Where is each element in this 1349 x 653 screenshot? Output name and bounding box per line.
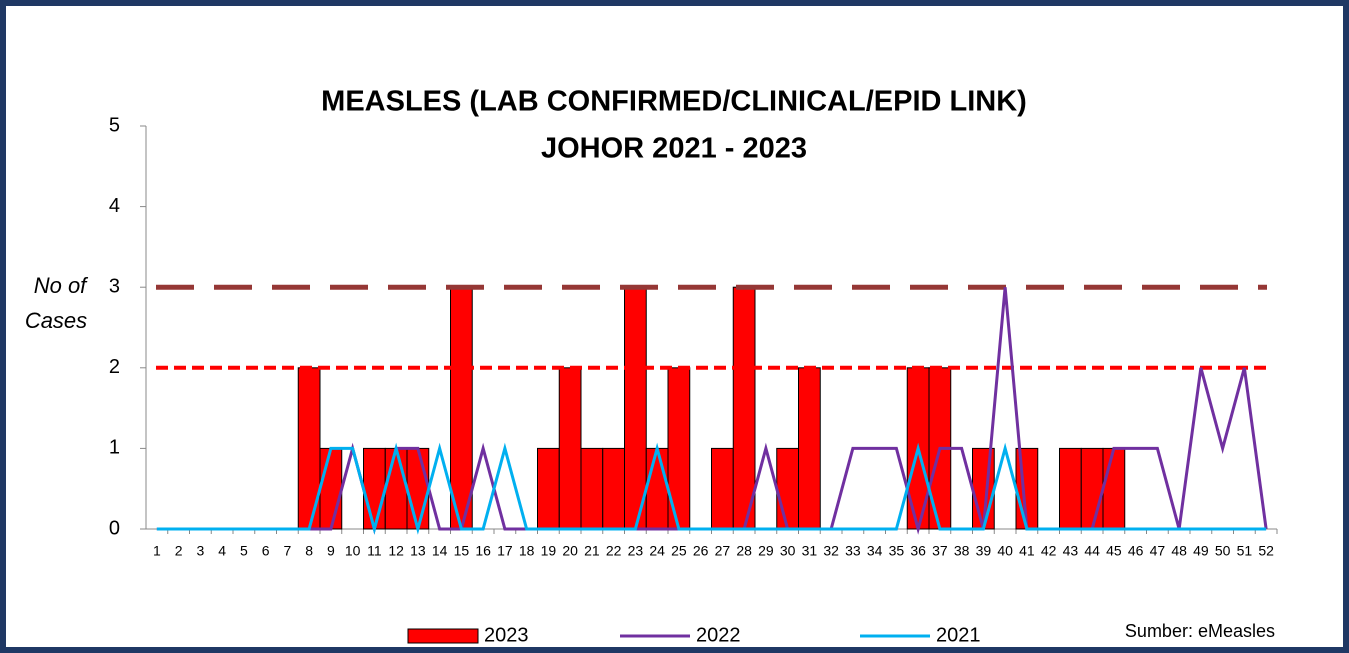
x-tick-label: 18 (519, 543, 535, 559)
x-tick-label: 50 (1215, 543, 1231, 559)
x-tick-label: 17 (497, 543, 513, 559)
bar (558, 367, 582, 530)
bar (1059, 447, 1082, 530)
x-tick-label: 40 (997, 543, 1013, 559)
y-tick-label: 4 (109, 195, 120, 217)
legend-label: 2021 (936, 624, 981, 646)
x-tick-label: 9 (327, 543, 335, 559)
x-tick-label: 10 (345, 543, 361, 559)
bar (384, 447, 408, 530)
x-tick-label: 34 (867, 543, 883, 559)
bar (319, 447, 343, 530)
x-tick-label: 27 (715, 543, 731, 559)
x-tick-label: 42 (1041, 543, 1057, 559)
x-tick-label: 15 (454, 543, 470, 559)
x-tick-label: 28 (736, 543, 752, 559)
bar (776, 447, 799, 530)
y-tick-label: 1 (109, 437, 120, 459)
bar (406, 447, 430, 530)
bar (363, 447, 386, 530)
bar (450, 286, 473, 530)
x-tick-label: 24 (649, 543, 665, 559)
x-tick-label: 14 (432, 543, 448, 559)
x-tick-label: 8 (305, 543, 313, 559)
bar (711, 447, 734, 530)
x-tick-label: 16 (475, 543, 491, 559)
x-tick-label: 29 (758, 543, 774, 559)
bar (624, 286, 647, 530)
bar (1102, 447, 1126, 530)
line-series (156, 442, 1267, 535)
x-tick-label: 13 (410, 543, 426, 559)
x-tick-label: 11 (367, 543, 382, 559)
chart-title: JOHOR 2021 - 2023 (541, 133, 807, 165)
bar (1080, 447, 1104, 530)
x-tick-label: 21 (584, 543, 600, 559)
x-tick-label: 49 (1193, 543, 1209, 559)
x-tick-label: 1 (153, 543, 161, 559)
x-tick-label: 2 (175, 543, 183, 559)
x-tick-label: 3 (196, 543, 204, 559)
legend-label: 2023 (484, 624, 529, 646)
chart-title: MEASLES (LAB CONFIRMED/CLINICAL/EPID LIN… (321, 86, 1027, 118)
x-tick-label: 4 (218, 543, 226, 559)
x-tick-label: 46 (1128, 543, 1144, 559)
bar (580, 447, 604, 530)
x-tick-label: 23 (628, 543, 644, 559)
x-tick-label: 7 (283, 543, 291, 559)
x-tick-label: 19 (541, 543, 557, 559)
legend-label: 2022 (696, 624, 741, 646)
x-tick-label: 5 (240, 543, 248, 559)
x-tick-label: 41 (1019, 543, 1035, 559)
legend-swatch (407, 628, 479, 644)
x-tick-label: 44 (1084, 543, 1100, 559)
y-tick-label: 0 (109, 517, 120, 539)
bar (645, 447, 669, 530)
x-tick-label: 12 (388, 543, 404, 559)
x-tick-label: 39 (976, 543, 992, 559)
y-axis-label: Cases (25, 308, 87, 333)
bar (537, 447, 560, 530)
x-tick-label: 20 (562, 543, 578, 559)
y-axis-label: No of (34, 273, 89, 298)
x-tick-label: 35 (889, 543, 905, 559)
x-tick-label: 32 (823, 543, 839, 559)
x-tick-label: 30 (780, 543, 796, 559)
y-tick-label: 2 (109, 356, 120, 378)
x-tick-label: 37 (932, 543, 948, 559)
x-tick-label: 51 (1237, 543, 1253, 559)
x-tick-label: 22 (606, 543, 622, 559)
x-tick-label: 36 (910, 543, 926, 559)
x-tick-label: 48 (1171, 543, 1187, 559)
y-tick-label: 5 (109, 114, 120, 136)
source: Sumber: eMeasles (1125, 621, 1275, 641)
x-tick-label: 25 (671, 543, 687, 559)
x-tick-label: 33 (845, 543, 861, 559)
x-tick-label: 6 (262, 543, 270, 559)
x-tick-label: 45 (1106, 543, 1122, 559)
y-tick-label: 3 (109, 275, 120, 297)
bar (602, 447, 625, 530)
x-tick-label: 31 (802, 543, 818, 559)
x-tick-label: 47 (1150, 543, 1166, 559)
bar (732, 286, 756, 530)
x-tick-label: 52 (1258, 543, 1274, 559)
bar (798, 367, 821, 530)
x-tick-label: 26 (693, 543, 709, 559)
x-tick-label: 38 (954, 543, 970, 559)
x-tick-label: 43 (1063, 543, 1079, 559)
